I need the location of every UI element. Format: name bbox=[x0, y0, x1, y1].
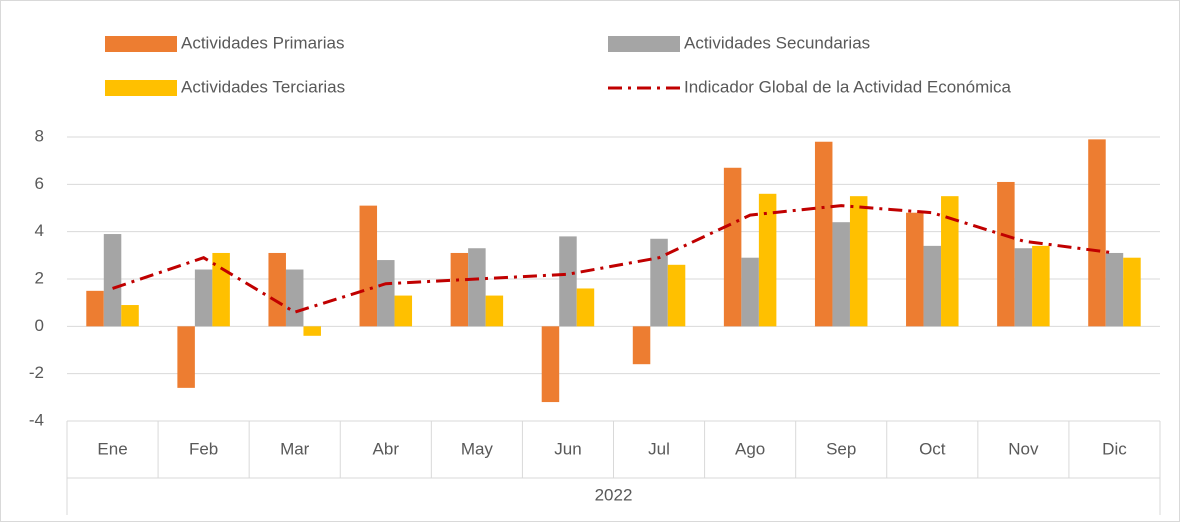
legend-label: Actividades Primarias bbox=[181, 33, 344, 52]
group-label: 2022 bbox=[595, 485, 633, 504]
bar bbox=[1032, 245, 1050, 327]
bar bbox=[1088, 139, 1106, 327]
line-series bbox=[112, 204, 1115, 314]
bar bbox=[650, 238, 668, 327]
bar bbox=[1105, 252, 1124, 327]
bar bbox=[394, 295, 413, 327]
y-tick-label: 2 bbox=[35, 268, 44, 287]
x-tick-label: Jul bbox=[648, 439, 670, 458]
bar bbox=[103, 234, 122, 327]
bar bbox=[359, 205, 378, 327]
bar bbox=[849, 196, 868, 327]
bar bbox=[576, 288, 595, 327]
x-tick-label: Abr bbox=[373, 439, 400, 458]
bar bbox=[1123, 257, 1141, 327]
bar bbox=[906, 212, 924, 327]
bar bbox=[723, 167, 742, 327]
y-tick-label: -4 bbox=[29, 410, 44, 429]
x-tick-label: Jun bbox=[554, 439, 581, 458]
bar bbox=[941, 196, 959, 327]
bar bbox=[997, 181, 1015, 327]
bar bbox=[741, 257, 759, 327]
y-tick-label: 0 bbox=[35, 316, 44, 335]
x-tick-label: Nov bbox=[1008, 439, 1039, 458]
bar bbox=[667, 264, 686, 327]
bar bbox=[632, 326, 651, 365]
bar bbox=[285, 269, 304, 327]
bar bbox=[450, 252, 469, 327]
x-tick-label: Feb bbox=[189, 439, 218, 458]
bar bbox=[758, 193, 777, 327]
x-tick-label: May bbox=[461, 439, 494, 458]
legend-label: Indicador Global de la Actividad Económi… bbox=[684, 77, 1012, 96]
legend-swatch bbox=[105, 36, 177, 52]
bar bbox=[121, 305, 139, 327]
x-tick-label: Oct bbox=[919, 439, 946, 458]
legend-swatch bbox=[105, 80, 177, 96]
bar bbox=[303, 326, 321, 336]
bar bbox=[468, 248, 486, 327]
x-tick-label: Mar bbox=[280, 439, 310, 458]
y-tick-label: -2 bbox=[29, 363, 44, 382]
bar bbox=[268, 252, 286, 327]
y-tick-label: 8 bbox=[35, 126, 44, 145]
x-tick-label: Ene bbox=[97, 439, 127, 458]
x-tick-label: Sep bbox=[826, 439, 856, 458]
bar bbox=[814, 141, 833, 327]
bar bbox=[86, 290, 104, 327]
legend-label: Actividades Terciarias bbox=[181, 77, 345, 96]
y-tick-label: 6 bbox=[35, 174, 44, 193]
legend-label: Actividades Secundarias bbox=[684, 33, 870, 52]
bar bbox=[832, 222, 850, 327]
bar bbox=[485, 295, 504, 327]
bar bbox=[541, 326, 560, 403]
bar bbox=[1014, 248, 1033, 327]
bar bbox=[177, 326, 195, 388]
x-tick-label: Ago bbox=[735, 439, 765, 458]
x-tick-label: Dic bbox=[1102, 439, 1127, 458]
legend-swatch bbox=[608, 36, 680, 52]
bar bbox=[923, 245, 942, 327]
bar bbox=[559, 236, 577, 327]
y-tick-label: 4 bbox=[35, 221, 44, 240]
bar bbox=[377, 260, 395, 327]
bar bbox=[194, 269, 213, 327]
